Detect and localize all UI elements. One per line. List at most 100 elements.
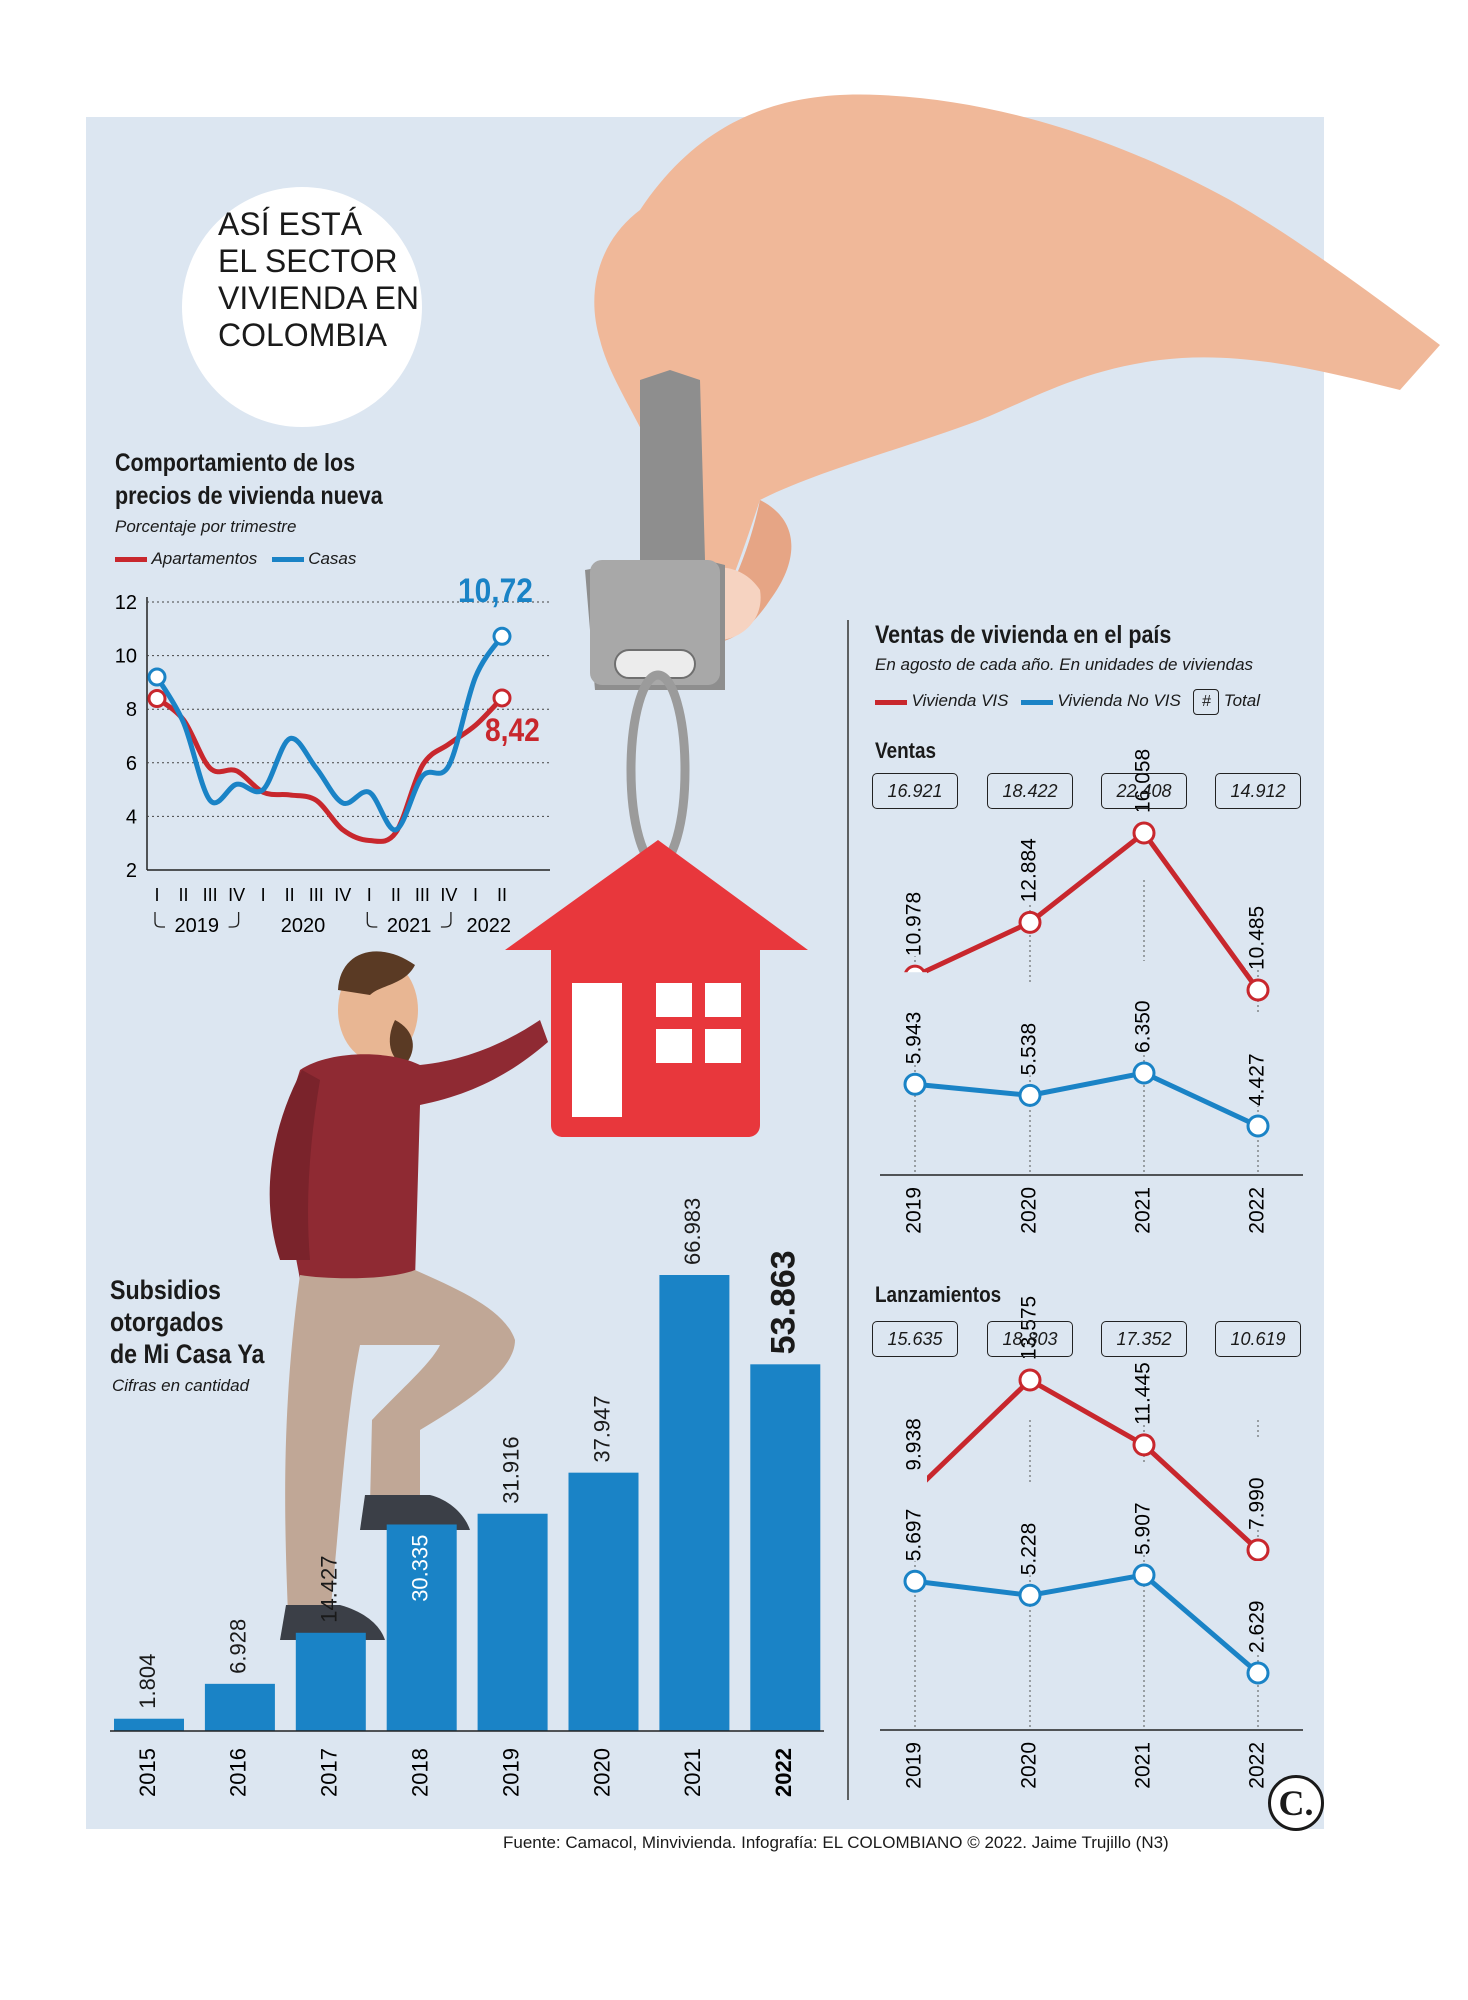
- total-box: 10.619: [1215, 1321, 1301, 1357]
- subsidio-bar: [568, 1472, 639, 1731]
- series-value-label: 9.938: [903, 1418, 926, 1471]
- ventas-subtitle: En agosto de cada año. En unidades de vi…: [875, 655, 1254, 674]
- legend-swatch-casas: [271, 557, 304, 563]
- legend-label-novis: Vivienda No VIS: [1057, 691, 1181, 711]
- series-point: [1132, 1061, 1156, 1085]
- legend-label-vis: Vivienda VIS: [911, 691, 1009, 711]
- series-value-label: 5.943: [903, 1012, 926, 1065]
- total-box: 17.352: [1101, 1321, 1187, 1357]
- prices-y-tick-label: 12: [115, 592, 137, 614]
- series-value-label: 2.629: [1246, 1600, 1269, 1653]
- label-backing: [1132, 1332, 1156, 1425]
- prices-quarter-label: II: [179, 885, 189, 905]
- year-bracket-left: [154, 912, 165, 928]
- label-backing: [1018, 1483, 1042, 1576]
- label-backing: [1018, 983, 1042, 1076]
- year-axis-label: 2021: [1132, 1187, 1155, 1234]
- legend-label-apartamentos: Apartamentos: [151, 549, 258, 568]
- label-backing: [1132, 1463, 1156, 1555]
- prices-subtitle: Porcentaje por trimestre: [115, 517, 297, 536]
- label-backing: [1132, 721, 1156, 813]
- series-value-label: 7.990: [1246, 1477, 1269, 1530]
- label-backing: [1246, 878, 1270, 970]
- prices-year-label: 2022: [466, 915, 511, 937]
- total-box: 14.912: [1215, 773, 1301, 809]
- subsidio-bar: [659, 1275, 730, 1731]
- series-point: [1018, 910, 1042, 934]
- series-line: [913, 1377, 1260, 1552]
- series-point: [1132, 1433, 1156, 1457]
- series-value-label: 10.485: [1246, 906, 1269, 970]
- series-point: [1246, 1114, 1270, 1138]
- series-point: [1132, 821, 1156, 845]
- year-bracket-right: [440, 912, 452, 928]
- series-value-label: 5.228: [1018, 1523, 1041, 1576]
- prices-series-line: [154, 695, 505, 844]
- year-axis-label: 2022: [1246, 1187, 1269, 1234]
- label-backing: [903, 972, 927, 1065]
- prices-year-label: 2020: [281, 915, 326, 937]
- prices-quarter-label: II: [497, 885, 507, 905]
- prices-quarter-label: III: [203, 885, 218, 905]
- subsidio-value-label: 53.863: [764, 1250, 802, 1354]
- series-line: [914, 1070, 1260, 1129]
- legend-total-symbol: #: [1193, 689, 1220, 715]
- subsidio-year-label: 2015: [135, 1748, 160, 1797]
- series-point: [1246, 978, 1270, 1002]
- subsidio-bar: [750, 1364, 821, 1731]
- prices-series-line: [154, 633, 505, 833]
- total-box: 18.803: [987, 1321, 1073, 1357]
- series-value-label: 13.575: [1018, 1296, 1041, 1360]
- prices-title-line1: Comportamiento de los: [115, 449, 356, 477]
- subsidio-year-label: 2022: [771, 1748, 796, 1797]
- prices-quarter-label: II: [285, 885, 295, 905]
- series-value-label: 5.538: [1018, 1023, 1041, 1076]
- subsidio-year-label: 2018: [408, 1748, 433, 1797]
- subsidio-year-label: 2017: [317, 1748, 342, 1797]
- prices-quarter-label: III: [415, 885, 430, 905]
- prices-quarter-label: I: [154, 885, 159, 905]
- year-axis-label: 2021: [1132, 1742, 1155, 1789]
- label-backing: [1246, 1561, 1270, 1653]
- series-value-label: 16.058: [1132, 749, 1155, 813]
- series-value-label: 5.697: [903, 1509, 926, 1562]
- subsidio-year-label: 2021: [680, 1748, 705, 1797]
- total-box: 22.408: [1101, 773, 1187, 809]
- prices-title-line2: precios de vivienda nueva: [115, 482, 383, 510]
- subsidio-year-label: 2019: [498, 1748, 523, 1797]
- prices-y-tick-label: 8: [126, 699, 137, 721]
- title-bubble: [182, 187, 422, 427]
- prices-quarter-label: II: [391, 885, 401, 905]
- apartamentos-last-value-label: 8,42: [485, 712, 540, 748]
- year-bracket-left: [366, 912, 378, 928]
- total-box: 15.635: [872, 1321, 958, 1357]
- legend-label-casas: Casas: [308, 549, 357, 568]
- series-value-label: 10.978: [903, 892, 926, 956]
- subsidio-bar: [114, 1718, 184, 1731]
- subsidio-bar: [477, 1513, 548, 1731]
- prices-quarter-label: III: [309, 885, 324, 905]
- subsidio-value-label: 14.427: [317, 1555, 342, 1622]
- ventas-title: Ventas de vivienda en el país: [875, 621, 1172, 649]
- series-point: [903, 1072, 927, 1096]
- label-backing: [903, 1378, 927, 1471]
- prices-year-label: 2021: [387, 915, 432, 937]
- prices-year-label: 2019: [175, 915, 220, 937]
- subsidios-title-line3: de Mi Casa Ya: [110, 1339, 265, 1369]
- series-line: [913, 830, 1261, 992]
- legend-swatch-apartamentos: [115, 557, 147, 563]
- prices-quarter-label: I: [367, 885, 372, 905]
- page-title: ASÍ ESTÁ EL SECTOR VIVIENDA EN COLOMBIA: [218, 206, 419, 353]
- legend-label-total: Total: [1223, 691, 1261, 711]
- prices-y-tick-label: 4: [126, 806, 137, 828]
- lanzamientos-section-title: Lanzamientos: [875, 1282, 1002, 1307]
- label-backing: [903, 1469, 927, 1562]
- series-point: [1018, 1083, 1042, 1107]
- prices-legend: Apartamentos Casas: [115, 549, 356, 569]
- year-axis-label: 2020: [1018, 1187, 1041, 1234]
- series-value-label: 6.350: [1132, 1000, 1155, 1053]
- prices-y-tick-label: 2: [126, 860, 137, 882]
